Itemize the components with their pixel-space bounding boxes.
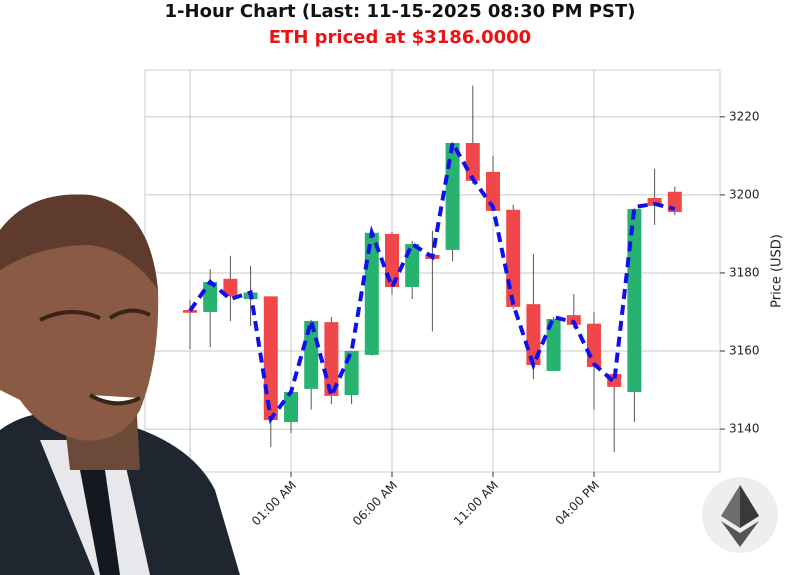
- candle-body: [546, 319, 561, 371]
- candle-body: [304, 320, 319, 389]
- candle-body: [263, 296, 278, 421]
- candle-body: [587, 323, 601, 368]
- y-tick-label: 3200: [729, 187, 760, 201]
- chart-subtitle: ETH priced at $3186.0000: [269, 27, 531, 48]
- marks: [183, 85, 682, 453]
- candle-body: [284, 391, 298, 423]
- candle-body: [506, 209, 521, 307]
- candle-body: [465, 142, 480, 181]
- candle-body: [223, 278, 238, 297]
- y-tick-label: 3160: [729, 344, 760, 358]
- overlay-line: [188, 137, 676, 424]
- x-tick-label: 04:00 PM: [553, 478, 602, 527]
- candle-body: [627, 208, 642, 392]
- eth-logo: [702, 477, 778, 553]
- candle-body: [183, 310, 197, 313]
- candle-body: [445, 142, 460, 250]
- candle-body: [486, 171, 500, 211]
- y-axis-label: Price (USD): [770, 234, 785, 308]
- avatar: [0, 194, 240, 575]
- y-tick-label: 3220: [729, 109, 760, 123]
- candle-body: [526, 304, 541, 366]
- candle-body: [203, 281, 218, 312]
- candle-body: [566, 315, 581, 325]
- x-tick-label: 11:00 AM: [451, 478, 501, 528]
- x-tick-label: 01:00 AM: [249, 478, 299, 528]
- chart-title: 1-Hour Chart (Last: 11-15-2025 08:30 PM …: [165, 1, 636, 22]
- x-tick-label: 06:00 AM: [350, 478, 400, 528]
- y-tick-label: 3140: [729, 422, 760, 436]
- y-tick-label: 3180: [729, 265, 760, 279]
